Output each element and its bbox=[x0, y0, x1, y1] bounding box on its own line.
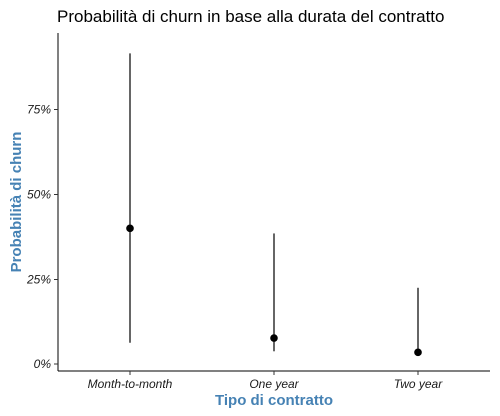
y-tick-label: 50% bbox=[27, 187, 51, 201]
y-tick-label: 25% bbox=[26, 272, 51, 286]
x-tick-label: One year bbox=[249, 377, 299, 391]
data-point bbox=[126, 224, 134, 233]
x-tick-label: Two year bbox=[394, 377, 443, 391]
x-tick-label: Month-to-month bbox=[88, 377, 173, 391]
y-axis-ticks: 0% 25% 50% 75% bbox=[26, 102, 58, 371]
plot-area bbox=[126, 53, 422, 357]
y-axis-title: Probabilità di churn bbox=[8, 132, 25, 273]
y-tick-label: 75% bbox=[27, 102, 51, 116]
x-axis-ticks: Month-to-month One year Two year bbox=[88, 371, 443, 391]
data-point bbox=[414, 348, 422, 357]
chart-title: Probabilità di churn in base alla durata… bbox=[57, 7, 444, 26]
data-point bbox=[270, 334, 278, 342]
y-tick-label: 0% bbox=[34, 357, 52, 371]
x-axis-title: Tipo di contratto bbox=[215, 392, 333, 409]
